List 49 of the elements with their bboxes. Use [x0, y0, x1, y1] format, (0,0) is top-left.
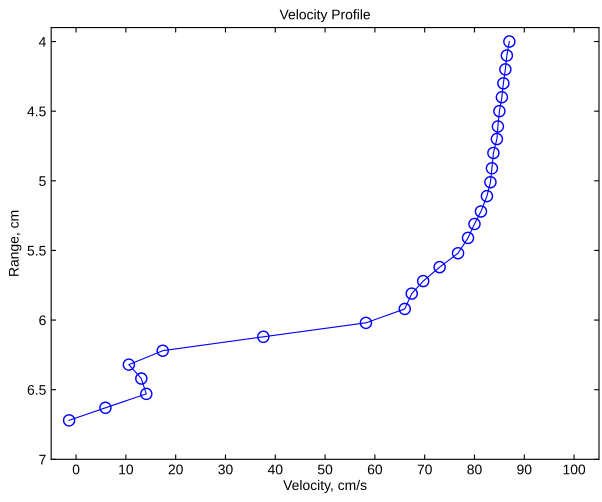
x-axis-title: Velocity, cm/s — [283, 480, 367, 493]
x-tick-label: 100 — [564, 464, 586, 474]
point — [484, 176, 497, 188]
point — [468, 218, 481, 230]
y-tick-label: 6 — [39, 315, 46, 326]
y-tick-label: 5 — [39, 176, 46, 186]
point — [416, 274, 430, 288]
point — [62, 414, 76, 427]
x-tick-label: 10 — [119, 464, 134, 474]
point — [135, 372, 148, 385]
point — [405, 287, 418, 300]
x-tick-label: 40 — [268, 464, 282, 474]
point — [99, 402, 112, 414]
point — [156, 344, 169, 357]
point — [140, 388, 153, 400]
point — [360, 316, 372, 330]
y-tick-label: 5.5 — [28, 246, 46, 256]
y-axis-title: Range, cm — [9, 210, 22, 276]
point — [474, 205, 488, 218]
point — [496, 90, 508, 104]
point — [487, 146, 500, 160]
point — [493, 104, 506, 118]
point — [257, 330, 270, 344]
point — [462, 232, 474, 244]
point — [452, 246, 464, 260]
x-tick-label: 90 — [517, 464, 532, 474]
point — [480, 190, 494, 202]
x-tick-label: 30 — [218, 464, 233, 474]
x-tick-label: 80 — [467, 464, 482, 474]
point — [500, 49, 514, 62]
y-tick-label: 4 — [38, 37, 46, 47]
y-tick-label: 7 — [39, 454, 46, 464]
x-tick-label: 20 — [168, 464, 183, 474]
point — [499, 63, 512, 76]
point — [433, 260, 446, 274]
point — [122, 358, 136, 371]
point — [486, 162, 498, 175]
x-tick-label: 50 — [318, 464, 332, 474]
point — [490, 132, 504, 146]
point — [503, 35, 516, 48]
chart-title: Velocity Profile — [280, 9, 370, 22]
y-tick-label: 4.5 — [27, 106, 46, 116]
x-tick-label: 70 — [418, 464, 432, 474]
x-tick-label: 0 — [72, 464, 80, 474]
point — [492, 120, 504, 133]
y-tick-label: 6.5 — [28, 385, 46, 395]
point — [398, 302, 412, 316]
x-tick-label: 60 — [368, 464, 382, 474]
point — [497, 77, 510, 90]
